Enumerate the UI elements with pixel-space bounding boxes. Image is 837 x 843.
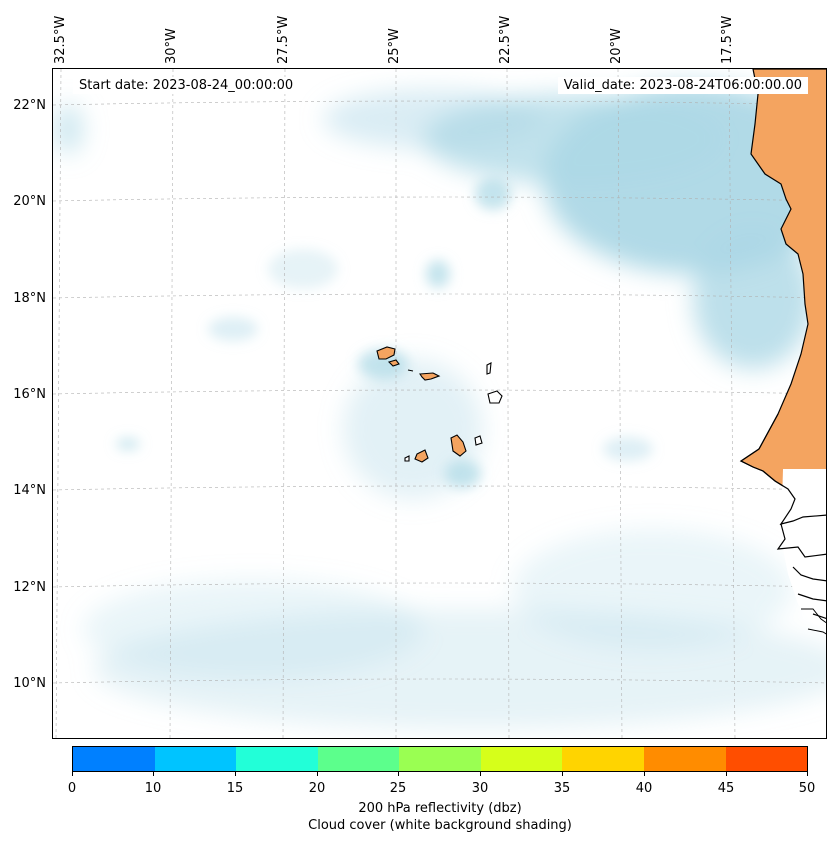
colorbar-tick-10: 10 xyxy=(144,781,162,796)
colorbar-tickmark xyxy=(807,772,808,776)
colorbar-tick-40: 40 xyxy=(635,781,653,796)
colorbar-segment-0-10 xyxy=(73,747,155,771)
lat-label-12n: 12°N xyxy=(13,580,46,595)
colorbar-tick-50: 50 xyxy=(798,781,816,796)
colorbar-segment-10-15 xyxy=(154,747,237,771)
colorbar-label: 200 hPa reflectivity (dbz) xyxy=(358,801,522,816)
colorbar-tickmark xyxy=(72,772,73,776)
lat-label-20n: 20°N xyxy=(13,194,46,209)
colorbar-tick-45: 45 xyxy=(717,781,735,796)
colorbar-segment-30-35 xyxy=(480,747,563,771)
africa-land xyxy=(739,69,826,635)
valid-date-label: Valid_date: 2023-08-24T06:00:00.00 xyxy=(557,77,808,94)
lat-label-18n: 18°N xyxy=(13,291,46,306)
colorbar-tick-0: 0 xyxy=(67,781,77,796)
lat-label-22n: 22°N xyxy=(13,98,46,113)
colorbar-tickmark xyxy=(480,772,481,776)
graticule-grid xyxy=(53,69,826,738)
colorbar-tick-15: 15 xyxy=(226,781,244,796)
cloud-cover-shading xyxy=(53,84,826,729)
colorbar-segment-20-25 xyxy=(317,747,400,771)
lon-label-17-5w: 17.5°W xyxy=(720,15,735,64)
colorbar-tick-30: 30 xyxy=(471,781,489,796)
colorbar-tick-20: 20 xyxy=(308,781,326,796)
lat-label-14n: 14°N xyxy=(13,483,46,498)
colorbar-tickmark xyxy=(153,772,154,776)
lat-label-10n: 10°N xyxy=(13,676,46,691)
lon-label-25w: 25°W xyxy=(387,28,402,64)
colorbar-tick-25: 25 xyxy=(389,781,407,796)
colorbar-segment-40-45 xyxy=(643,747,726,771)
colorbar-tickmark xyxy=(317,772,318,776)
colorbar-sublabel: Cloud cover (white background shading) xyxy=(308,818,572,833)
start-date-label: Start date: 2023-08-24_00:00:00 xyxy=(73,77,300,94)
lon-label-32-5w: 32.5°W xyxy=(53,15,68,64)
lat-label-16n: 16°N xyxy=(13,387,46,402)
colorbar-tickmark xyxy=(235,772,236,776)
lon-label-30w: 30°W xyxy=(164,28,179,64)
lon-label-22-5w: 22.5°W xyxy=(498,15,513,64)
colorbar-segment-45-50 xyxy=(725,747,808,771)
colorbar-tickmark xyxy=(562,772,563,776)
colorbar-segment-15-20 xyxy=(236,747,318,771)
colorbar-tickmark xyxy=(726,772,727,776)
colorbar-tick-35: 35 xyxy=(553,781,571,796)
reflectivity-colorbar xyxy=(72,746,808,772)
colorbar-tickmark xyxy=(398,772,399,776)
lon-label-27-5w: 27.5°W xyxy=(276,15,291,64)
colorbar-segment-25-30 xyxy=(399,747,481,771)
cape-verde-islands xyxy=(376,346,503,463)
colorbar-segment-35-40 xyxy=(562,747,644,771)
map-panel[interactable]: Start date: 2023-08-24_00:00:00 Valid_da… xyxy=(52,68,827,739)
lon-label-20w: 20°W xyxy=(609,28,624,64)
colorbar-tickmark xyxy=(644,772,645,776)
map-canvas xyxy=(53,69,826,738)
